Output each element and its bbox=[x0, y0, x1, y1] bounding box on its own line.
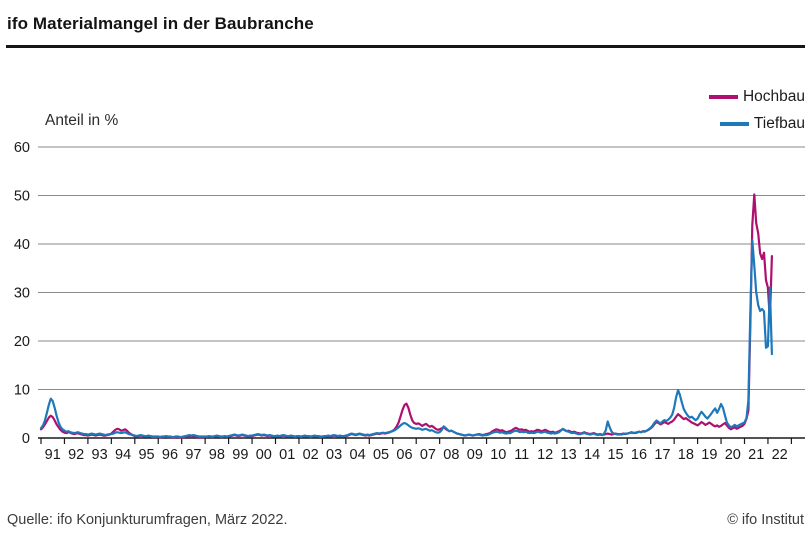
series-line-hochbau bbox=[39, 193, 774, 439]
legend-item: Tiefbau bbox=[719, 115, 805, 133]
x-tick-label: 95 bbox=[138, 447, 154, 463]
x-tick-label: 05 bbox=[373, 447, 389, 463]
copyright-note: © ifo Institut bbox=[727, 512, 804, 528]
source-note: Quelle: ifo Konjunkturumfragen, März 202… bbox=[7, 512, 288, 528]
x-tick-label: 04 bbox=[350, 447, 366, 463]
legend-label: Tiefbau bbox=[753, 115, 805, 132]
x-tick-label: 11 bbox=[514, 447, 529, 463]
x-tick-label: 21 bbox=[748, 447, 764, 463]
legend-swatch-tiefbau bbox=[719, 122, 749, 126]
series-line-tiefbau bbox=[39, 239, 774, 439]
y-tick-label: 10 bbox=[14, 382, 30, 398]
legend: Hochbau Tiefbau bbox=[708, 88, 805, 133]
x-tick-label: 22 bbox=[772, 447, 788, 463]
x-tick-label: 94 bbox=[115, 447, 131, 463]
x-tick-label: 18 bbox=[678, 447, 694, 463]
y-tick-label: 20 bbox=[14, 334, 30, 350]
x-tick-label: 03 bbox=[326, 447, 342, 463]
x-tick-label: 01 bbox=[279, 447, 295, 463]
legend-swatch-hochbau bbox=[708, 95, 738, 99]
x-tick-label: 19 bbox=[701, 447, 717, 463]
x-tick-label: 92 bbox=[68, 447, 84, 463]
legend-item: Hochbau bbox=[708, 88, 805, 106]
x-tick-label: 93 bbox=[92, 447, 108, 463]
y-tick-label: 50 bbox=[14, 188, 30, 204]
x-tick-label: 14 bbox=[584, 447, 600, 463]
x-tick-label: 16 bbox=[631, 447, 647, 463]
x-tick-label: 02 bbox=[303, 447, 319, 463]
x-tick-label: 10 bbox=[490, 447, 506, 463]
x-tick-label: 97 bbox=[185, 447, 201, 463]
x-tick-label: 13 bbox=[561, 447, 577, 463]
x-tick-label: 08 bbox=[443, 447, 459, 463]
y-tick-label: 60 bbox=[14, 140, 30, 156]
y-axis-unit-label: Anteil in % bbox=[45, 112, 119, 129]
x-tick-label: 96 bbox=[162, 447, 178, 463]
x-tick-label: 07 bbox=[420, 447, 436, 463]
x-tick-label: 17 bbox=[654, 447, 670, 463]
x-tick-label: 99 bbox=[232, 447, 248, 463]
x-tick-label: 98 bbox=[209, 447, 225, 463]
y-tick-label: 40 bbox=[14, 237, 30, 253]
x-tick-label: 15 bbox=[607, 447, 623, 463]
x-tick-label: 91 bbox=[45, 447, 61, 463]
x-tick-label: 12 bbox=[537, 447, 553, 463]
x-tick-label: 00 bbox=[256, 447, 272, 463]
x-tick-label: 06 bbox=[396, 447, 412, 463]
chart-canvas: 0 10 20 30 40 50 60 91 92 93 94 95 96 97 98 99 00 01 02 03 0… bbox=[14, 140, 805, 463]
legend-label: Hochbau bbox=[742, 88, 805, 105]
y-tick-label: 0 bbox=[22, 431, 30, 447]
title-rule bbox=[6, 45, 805, 48]
footer: Quelle: ifo Konjunkturumfragen, März 202… bbox=[7, 512, 804, 528]
y-tick-label: 30 bbox=[14, 285, 30, 301]
page-title: ifo Materialmangel in der Baubranche bbox=[7, 14, 314, 33]
x-tick-label: 20 bbox=[725, 447, 741, 463]
x-tick-label: 09 bbox=[467, 447, 483, 463]
